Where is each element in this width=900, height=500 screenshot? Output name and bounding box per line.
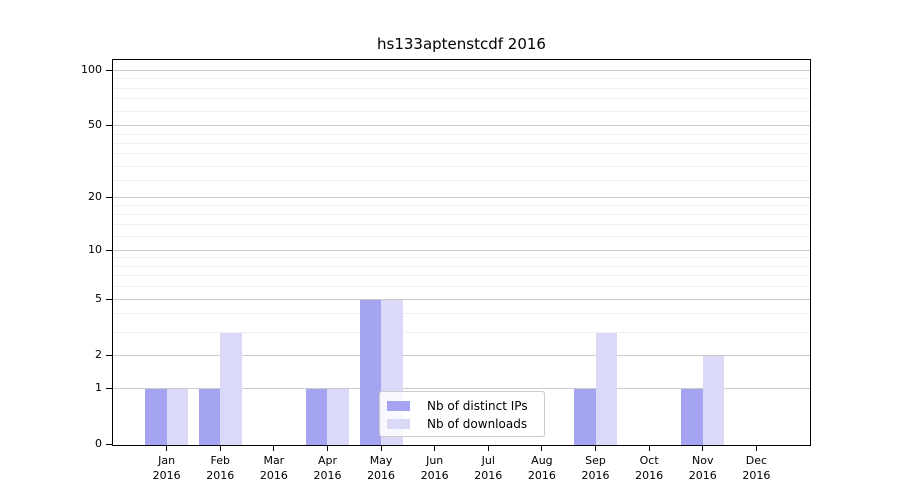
minor-gridline xyxy=(113,265,810,267)
x-tick-label: Feb 2016 xyxy=(206,454,235,482)
y-tick-label: 1 xyxy=(95,380,102,394)
x-tick-mark xyxy=(755,446,757,451)
minor-gridline xyxy=(113,214,810,216)
y-tick-label: 0 xyxy=(95,437,102,450)
x-tick-label: Sep 2016 xyxy=(581,454,610,482)
gridlines xyxy=(113,60,810,445)
major-gridline xyxy=(113,387,810,389)
bar-downloads xyxy=(702,355,725,445)
legend-label-distinct-ips: Nb of distinct IPs xyxy=(427,398,528,413)
y-tick-label: 20 xyxy=(88,190,102,204)
x-tick-label: Mar 2016 xyxy=(259,454,288,482)
x-tick-label: Nov 2016 xyxy=(688,454,717,482)
major-gridline xyxy=(113,354,810,356)
x-tick-mark xyxy=(541,446,543,451)
x-tick-mark xyxy=(487,446,489,451)
x-tick-label: Oct 2016 xyxy=(635,454,664,482)
major-gridline xyxy=(113,197,810,199)
major-gridline xyxy=(113,249,810,251)
y-tick-label: 10 xyxy=(88,242,102,256)
minor-gridline xyxy=(113,142,810,144)
x-tick-mark xyxy=(273,446,275,451)
bar-downloads xyxy=(595,332,618,445)
legend: Nb of distinct IPs Nb of downloads xyxy=(379,391,545,437)
x-tick-label: Apr 2016 xyxy=(313,454,342,482)
minor-gridline xyxy=(113,133,810,135)
minor-gridline xyxy=(113,78,810,80)
y-tick-label: 2 xyxy=(95,347,102,361)
minor-gridline xyxy=(113,205,810,207)
y-tick-mark xyxy=(106,69,112,71)
x-tick-mark xyxy=(380,446,382,451)
minor-gridline xyxy=(113,257,810,259)
minor-gridline xyxy=(113,331,810,333)
y-tick-label: 5 xyxy=(95,291,102,305)
x-tick-mark xyxy=(702,446,704,451)
y-tick-label: 100 xyxy=(81,62,102,76)
x-tick-mark xyxy=(434,446,436,451)
bar-downloads xyxy=(220,332,242,445)
minor-gridline xyxy=(113,153,810,155)
legend-swatch-distinct-ips xyxy=(387,400,410,411)
x-tick-label: Dec 2016 xyxy=(742,454,771,482)
bar-downloads xyxy=(166,388,189,445)
x-tick-label: May 2016 xyxy=(367,454,396,482)
x-tick-mark xyxy=(166,446,168,451)
y-tick-mark xyxy=(106,354,112,356)
minor-gridline xyxy=(113,275,810,277)
legend-item-downloads: Nb of downloads xyxy=(387,416,536,431)
x-tick-mark xyxy=(219,446,221,451)
minor-gridline xyxy=(113,224,810,226)
plot-area xyxy=(112,59,811,446)
x-tick-mark xyxy=(326,446,328,451)
x-tick-label: Aug 2016 xyxy=(527,454,556,482)
y-tick-mark xyxy=(106,444,112,445)
bar-series xyxy=(113,60,810,445)
y-tick-mark xyxy=(106,197,112,199)
y-tick-label: 50 xyxy=(88,118,102,132)
minor-gridline xyxy=(113,165,810,167)
chart-title: hs133aptenstcdf 2016 xyxy=(377,35,546,53)
minor-gridline xyxy=(113,110,810,112)
bar-distinct-ips xyxy=(574,388,596,445)
bar-distinct-ips xyxy=(359,299,382,445)
x-tick-label: Jan 2016 xyxy=(152,454,181,482)
major-gridline xyxy=(113,69,810,71)
bar-distinct-ips xyxy=(681,388,703,445)
bar-downloads xyxy=(327,388,349,445)
x-tick-label: Jul 2016 xyxy=(474,454,503,482)
y-tick-mark xyxy=(106,249,112,251)
legend-label-downloads: Nb of downloads xyxy=(427,416,528,431)
legend-swatch-downloads xyxy=(387,418,410,429)
minor-gridline xyxy=(113,98,810,100)
minor-gridline xyxy=(113,286,810,288)
minor-gridline xyxy=(113,236,810,238)
major-gridline xyxy=(113,125,810,127)
x-tick-label: Jun 2016 xyxy=(420,454,449,482)
major-gridline xyxy=(113,298,810,300)
minor-gridline xyxy=(113,179,810,181)
x-tick-mark xyxy=(648,446,650,451)
minor-gridline xyxy=(113,87,810,89)
y-tick-mark xyxy=(106,387,112,389)
bar-distinct-ips xyxy=(145,388,167,445)
minor-gridline xyxy=(113,313,810,315)
bar-distinct-ips xyxy=(305,388,328,445)
y-tick-mark xyxy=(106,125,112,127)
x-tick-mark xyxy=(595,446,597,451)
y-tick-mark xyxy=(106,298,112,300)
bar-distinct-ips xyxy=(198,388,221,445)
legend-item-distinct-ips: Nb of distinct IPs xyxy=(387,398,536,413)
